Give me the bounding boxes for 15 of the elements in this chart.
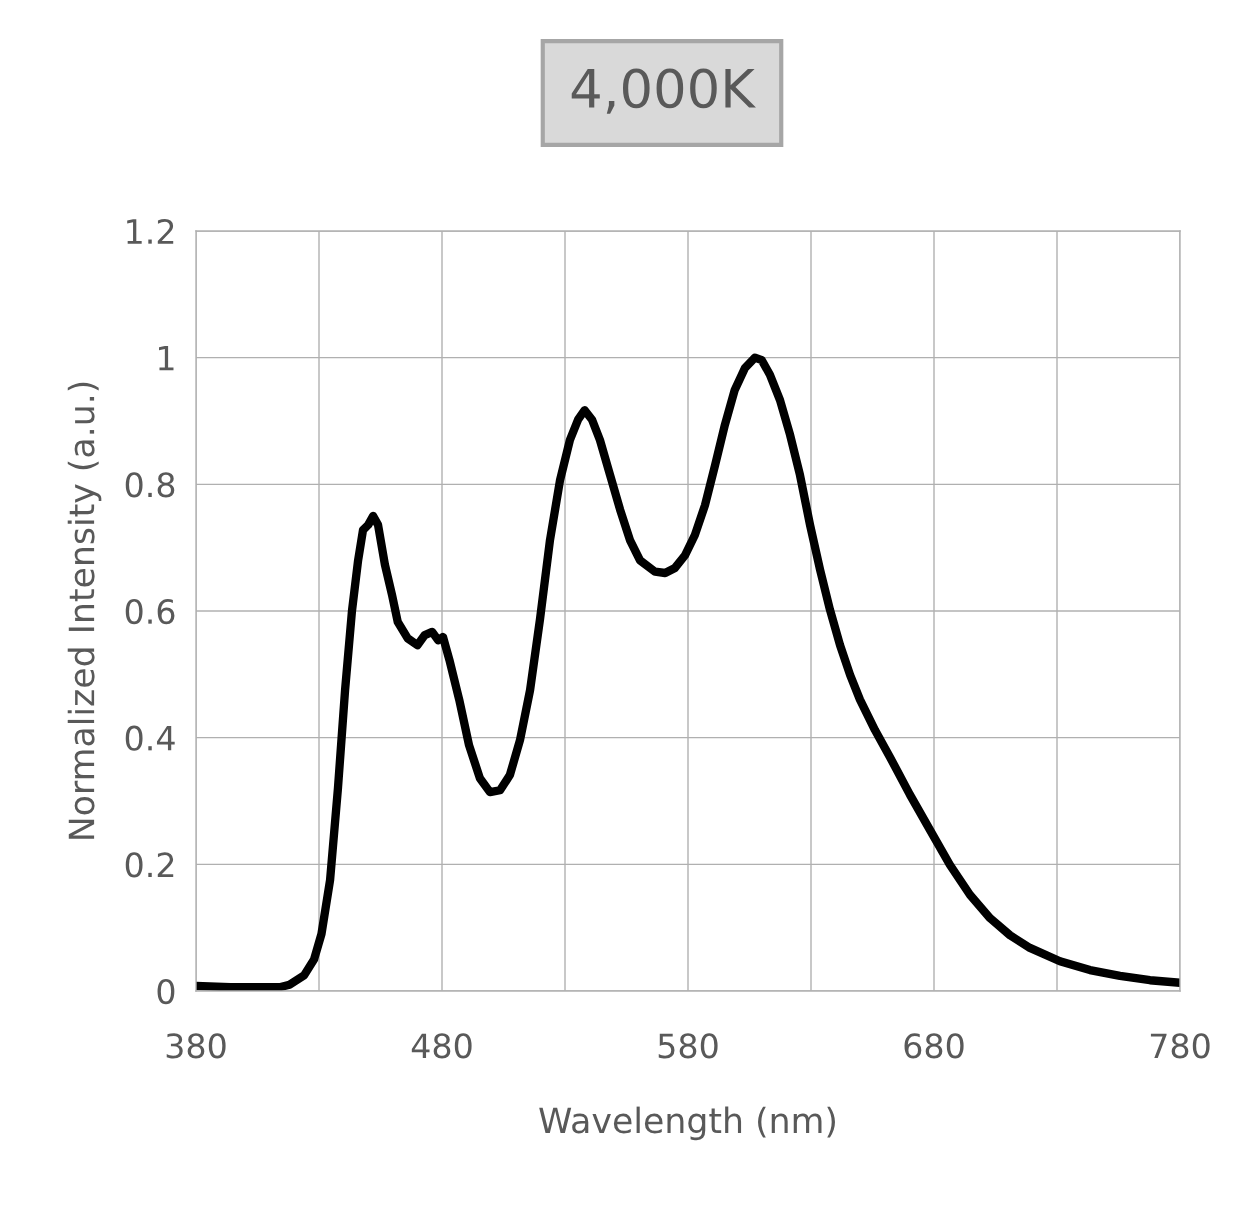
y-tick-label: 0.6: [125, 598, 175, 625]
x-tick-label: 780: [1150, 1033, 1210, 1059]
y-tick-label: 0: [157, 978, 175, 1005]
y-tick-label: 1: [159, 346, 174, 371]
y-tick-label: 0.8: [125, 472, 175, 498]
chart-title: 4,000K: [571, 68, 756, 114]
y-tick-label: 0.2: [125, 852, 174, 878]
x-tick-label: 580: [658, 1033, 718, 1059]
x-tick-label: 380: [166, 1033, 226, 1059]
y-axis-title: Normalized Intensity (a.u.): [67, 382, 102, 839]
y-tick-label: 0.4: [125, 725, 175, 751]
x-axis-title: Wavelength (nm): [539, 1106, 835, 1141]
y-tick-label: 1.2: [127, 218, 174, 244]
x-tick-label: 680: [904, 1033, 964, 1059]
x-tick-label: 480: [411, 1033, 472, 1059]
